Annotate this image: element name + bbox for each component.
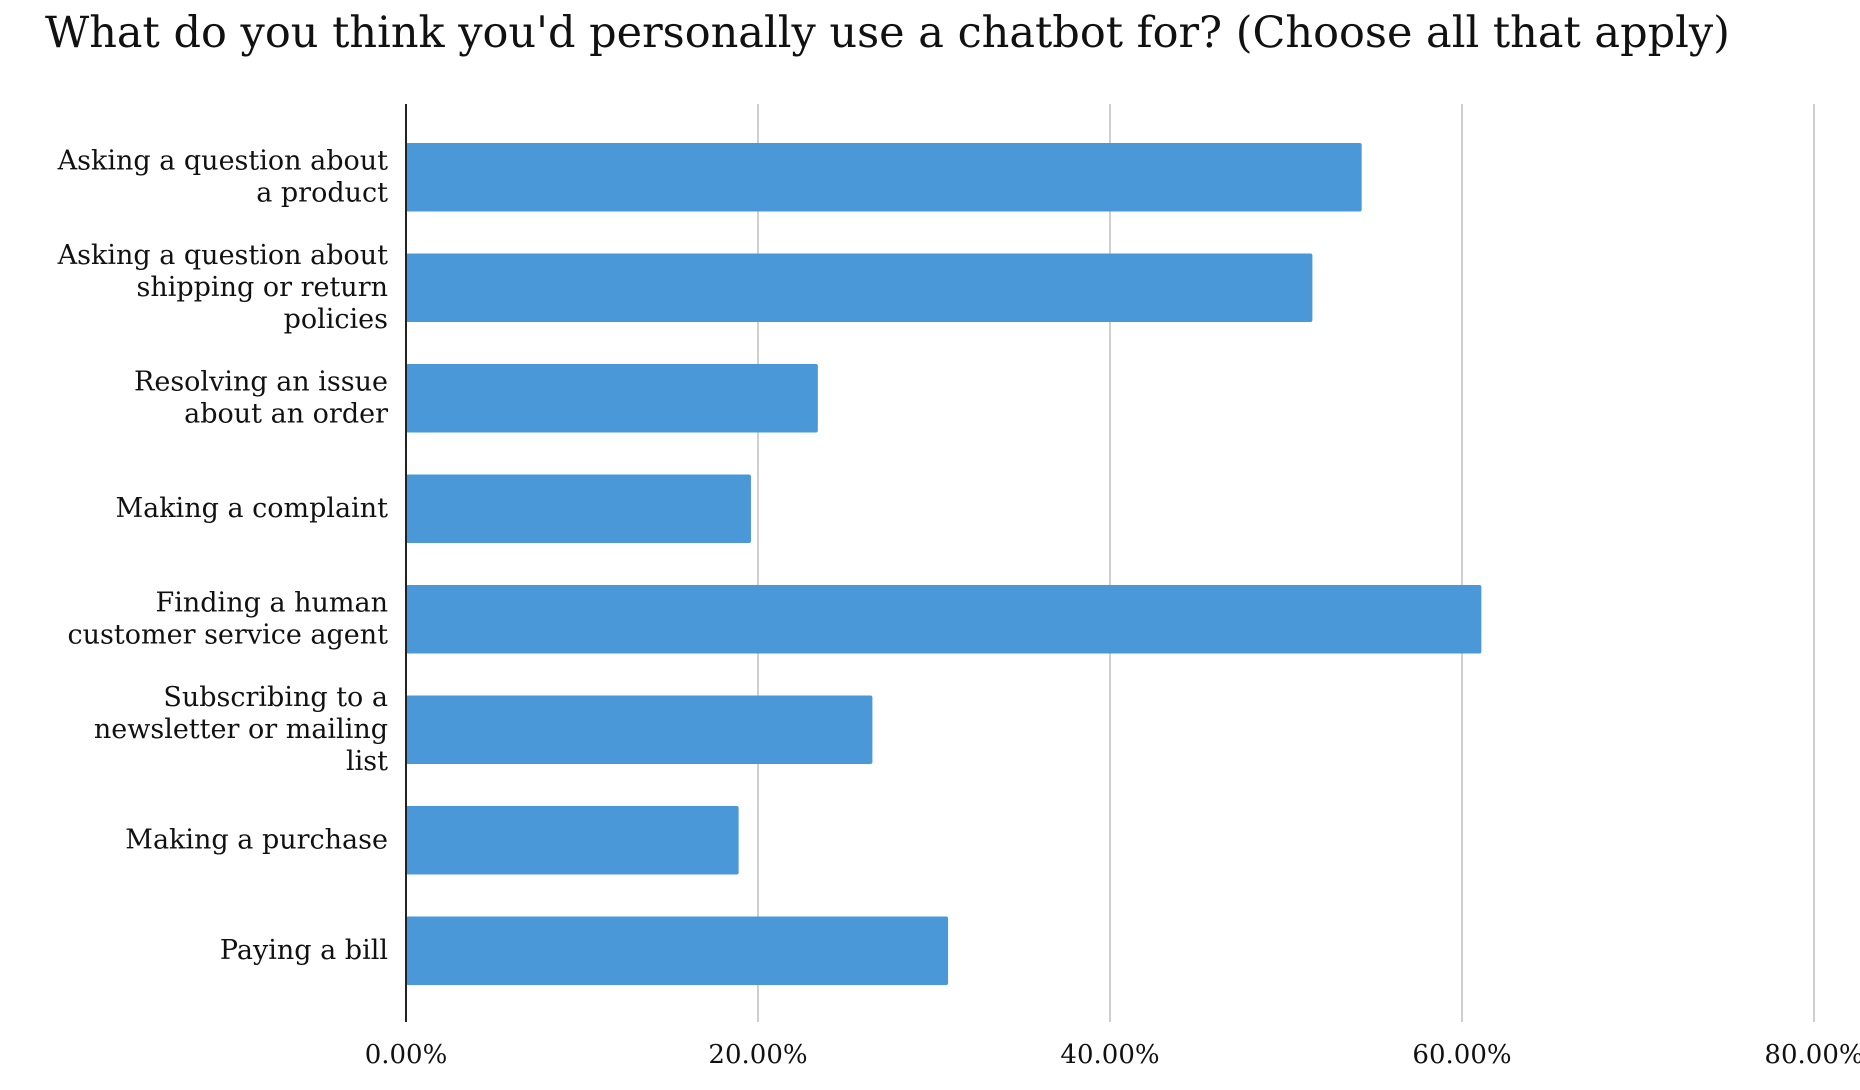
y-tick-label: Asking a question about shipping or retur… — [57, 239, 389, 334]
y-tick-label: Subscribing to a newsletter or mailing lis… — [94, 681, 388, 776]
bar — [406, 916, 949, 986]
bar — [406, 142, 1362, 212]
x-tick-label: 80.00% — [1764, 1040, 1860, 1070]
y-tick-label: Asking a question about a product — [57, 145, 389, 208]
x-tick-label: 40.00% — [1060, 1040, 1159, 1070]
y-tick-label: Finding a human customer service agent — [68, 587, 389, 650]
bar — [406, 363, 818, 433]
x-tick-label: 60.00% — [1412, 1040, 1511, 1070]
bar — [406, 253, 1313, 323]
bar — [406, 695, 873, 765]
y-tick-label: Making a purchase — [125, 824, 388, 855]
bar — [406, 584, 1482, 654]
y-tick-label: Resolving an issue about an order — [134, 366, 388, 429]
x-tick-label: 20.00% — [708, 1040, 807, 1070]
bar — [406, 474, 751, 544]
bar — [406, 805, 739, 875]
y-tick-label: Paying a bill — [220, 934, 388, 965]
chart-title: What do you think you'd personally use a… — [45, 8, 1730, 58]
x-tick-label: 0.00% — [365, 1040, 448, 1070]
y-tick-label: Making a complaint — [115, 492, 388, 523]
